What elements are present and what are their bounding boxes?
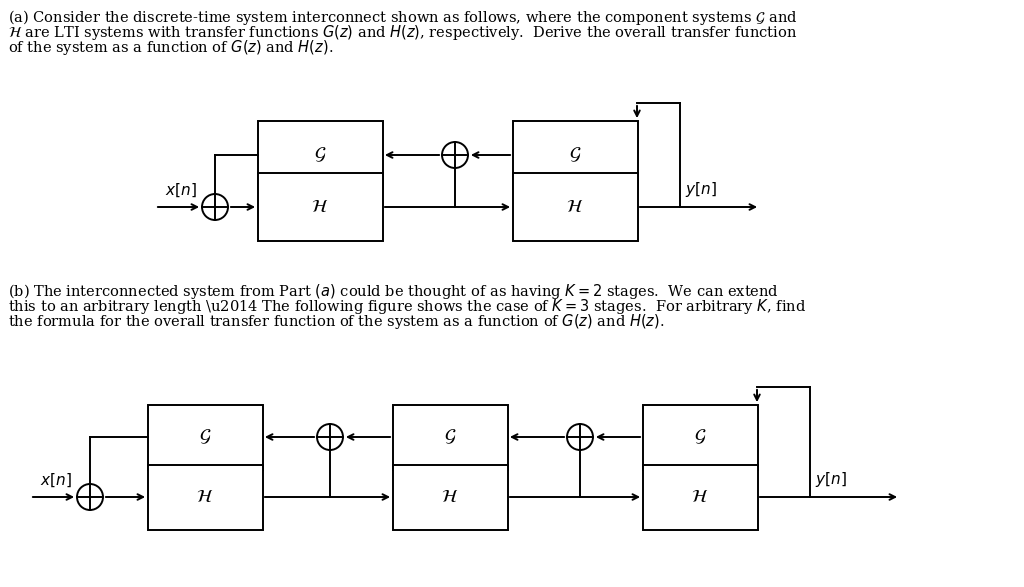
Bar bbox=[147, 404, 262, 470]
Text: $\mathcal{H}$: $\mathcal{H}$ bbox=[566, 198, 584, 216]
Bar bbox=[392, 464, 508, 529]
Text: of the system as a function of $G(z)$ and $H(z)$.: of the system as a function of $G(z)$ an… bbox=[8, 38, 334, 57]
Bar bbox=[147, 464, 262, 529]
Text: $x[n]$: $x[n]$ bbox=[165, 181, 197, 199]
Bar bbox=[642, 404, 758, 470]
Text: $\mathcal{H}$ are LTI systems with transfer functions $G(z)$ and $H(z)$, respect: $\mathcal{H}$ are LTI systems with trans… bbox=[8, 23, 798, 42]
Text: $\mathcal{G}$: $\mathcal{G}$ bbox=[199, 428, 211, 446]
Text: $y[n]$: $y[n]$ bbox=[685, 180, 717, 199]
Bar bbox=[512, 121, 638, 189]
Text: (b) The interconnected system from Part $(a)$ could be thought of as having $K =: (b) The interconnected system from Part … bbox=[8, 282, 779, 301]
Bar bbox=[512, 173, 638, 241]
Text: $\mathcal{G}$: $\mathcal{G}$ bbox=[443, 428, 457, 446]
Text: (a) Consider the discrete-time system interconnect shown as follows, where the c: (a) Consider the discrete-time system in… bbox=[8, 8, 798, 27]
Text: $\mathcal{H}$: $\mathcal{H}$ bbox=[691, 488, 709, 506]
Text: $\mathcal{H}$: $\mathcal{H}$ bbox=[311, 198, 329, 216]
Bar bbox=[642, 464, 758, 529]
Text: $\mathcal{H}$: $\mathcal{H}$ bbox=[197, 488, 214, 506]
Bar bbox=[257, 173, 383, 241]
Text: $\mathcal{G}$: $\mathcal{G}$ bbox=[313, 146, 327, 164]
Text: $\mathcal{G}$: $\mathcal{G}$ bbox=[694, 428, 707, 446]
Bar bbox=[257, 121, 383, 189]
Text: $\mathcal{H}$: $\mathcal{H}$ bbox=[441, 488, 459, 506]
Text: the formula for the overall transfer function of the system as a function of $G(: the formula for the overall transfer fun… bbox=[8, 312, 665, 331]
Bar bbox=[392, 404, 508, 470]
Text: $x[n]$: $x[n]$ bbox=[40, 471, 72, 489]
Text: this to an arbitrary length \u2014 The following figure shows the case of $K = 3: this to an arbitrary length \u2014 The f… bbox=[8, 297, 806, 316]
Text: $\mathcal{G}$: $\mathcal{G}$ bbox=[568, 146, 582, 164]
Text: $y[n]$: $y[n]$ bbox=[815, 470, 847, 489]
